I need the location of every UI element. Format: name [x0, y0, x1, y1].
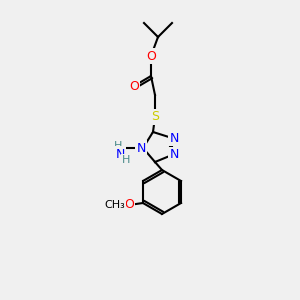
Text: CH₃: CH₃ — [105, 200, 125, 210]
Text: S: S — [151, 110, 159, 124]
Text: N: N — [169, 131, 179, 145]
Text: O: O — [129, 80, 139, 92]
Text: N: N — [115, 148, 125, 160]
Text: O: O — [124, 199, 134, 212]
Text: O: O — [146, 50, 156, 62]
Text: N: N — [169, 148, 179, 161]
Text: H: H — [122, 155, 130, 165]
Text: N: N — [136, 142, 146, 154]
Text: H: H — [114, 141, 122, 151]
